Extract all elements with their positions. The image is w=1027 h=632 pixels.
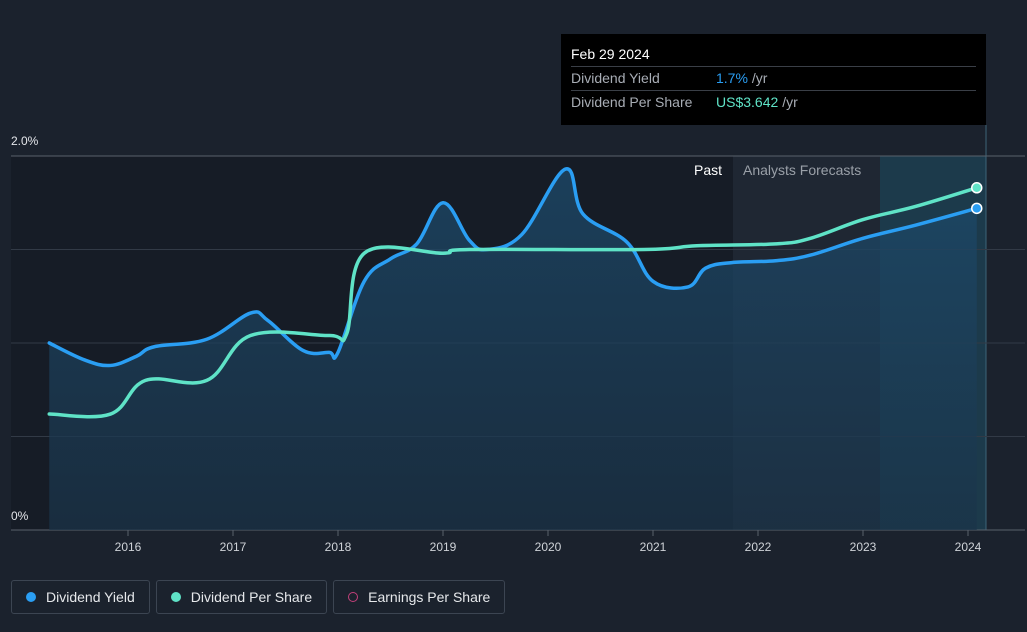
- dividend-yield-dot-icon: [26, 592, 36, 602]
- x-tick-label: 2022: [745, 540, 772, 554]
- tooltip-yield-unit: /yr: [751, 70, 768, 86]
- tooltip-dps-unit: /yr: [782, 94, 798, 110]
- tooltip-yield-value: 1.7%: [716, 70, 748, 86]
- tooltip: Feb 29 2024 Dividend Yield 1.7% /yr Divi…: [561, 34, 986, 125]
- past-label: Past: [694, 162, 722, 178]
- dividend-per-share-end-marker: [971, 182, 983, 194]
- x-tick-label: 2023: [850, 540, 877, 554]
- tooltip-dps-value: US$3.642: [716, 94, 779, 110]
- legend-dividend-yield-label: Dividend Yield: [46, 589, 135, 605]
- dividend-yield-area: [49, 168, 977, 530]
- dividend-yield-line: [47, 167, 979, 368]
- y-axis-bottom-label: 0%: [11, 509, 29, 523]
- x-tick-label: 2024: [955, 540, 982, 554]
- earnings-per-share-circle-icon: [348, 592, 359, 602]
- legend-earnings-per-share[interactable]: Earnings Per Share: [333, 580, 506, 614]
- tooltip-date: Feb 29 2024: [571, 46, 650, 62]
- forecast-label: Analysts Forecasts: [743, 162, 861, 178]
- legend: Dividend Yield Dividend Per Share Earnin…: [11, 580, 506, 614]
- legend-dividend-per-share[interactable]: Dividend Per Share: [155, 580, 328, 614]
- x-tick-label: 2018: [325, 540, 352, 554]
- dividend-yield-end-marker: [971, 202, 983, 215]
- x-tick-label: 2021: [640, 540, 667, 554]
- x-tick-label: 2017: [220, 540, 247, 554]
- dividend-per-share-dot-icon: [170, 592, 181, 602]
- tooltip-dps-label: Dividend Per Share: [571, 94, 693, 110]
- x-tick-label: 2020: [535, 540, 562, 554]
- dividend-chart: 2.0% 0% Past Analysts Forecasts 2016 2017…: [11, 125, 1025, 554]
- tooltip-row-yield: Dividend Yield 1.7% /yr: [571, 66, 976, 90]
- legend-earnings-per-share-label: Earnings Per Share: [368, 589, 491, 605]
- legend-dividend-yield[interactable]: Dividend Yield: [11, 580, 150, 614]
- x-tick-label: 2019: [430, 540, 457, 554]
- tooltip-row-dps: Dividend Per Share US$3.642 /yr: [571, 90, 976, 114]
- dividend-per-share-line: [47, 186, 979, 419]
- x-tick-label: 2016: [115, 540, 142, 554]
- y-axis-top-label: 2.0%: [11, 134, 39, 148]
- legend-dividend-per-share-label: Dividend Per Share: [190, 589, 313, 605]
- tooltip-yield-label: Dividend Yield: [571, 70, 660, 86]
